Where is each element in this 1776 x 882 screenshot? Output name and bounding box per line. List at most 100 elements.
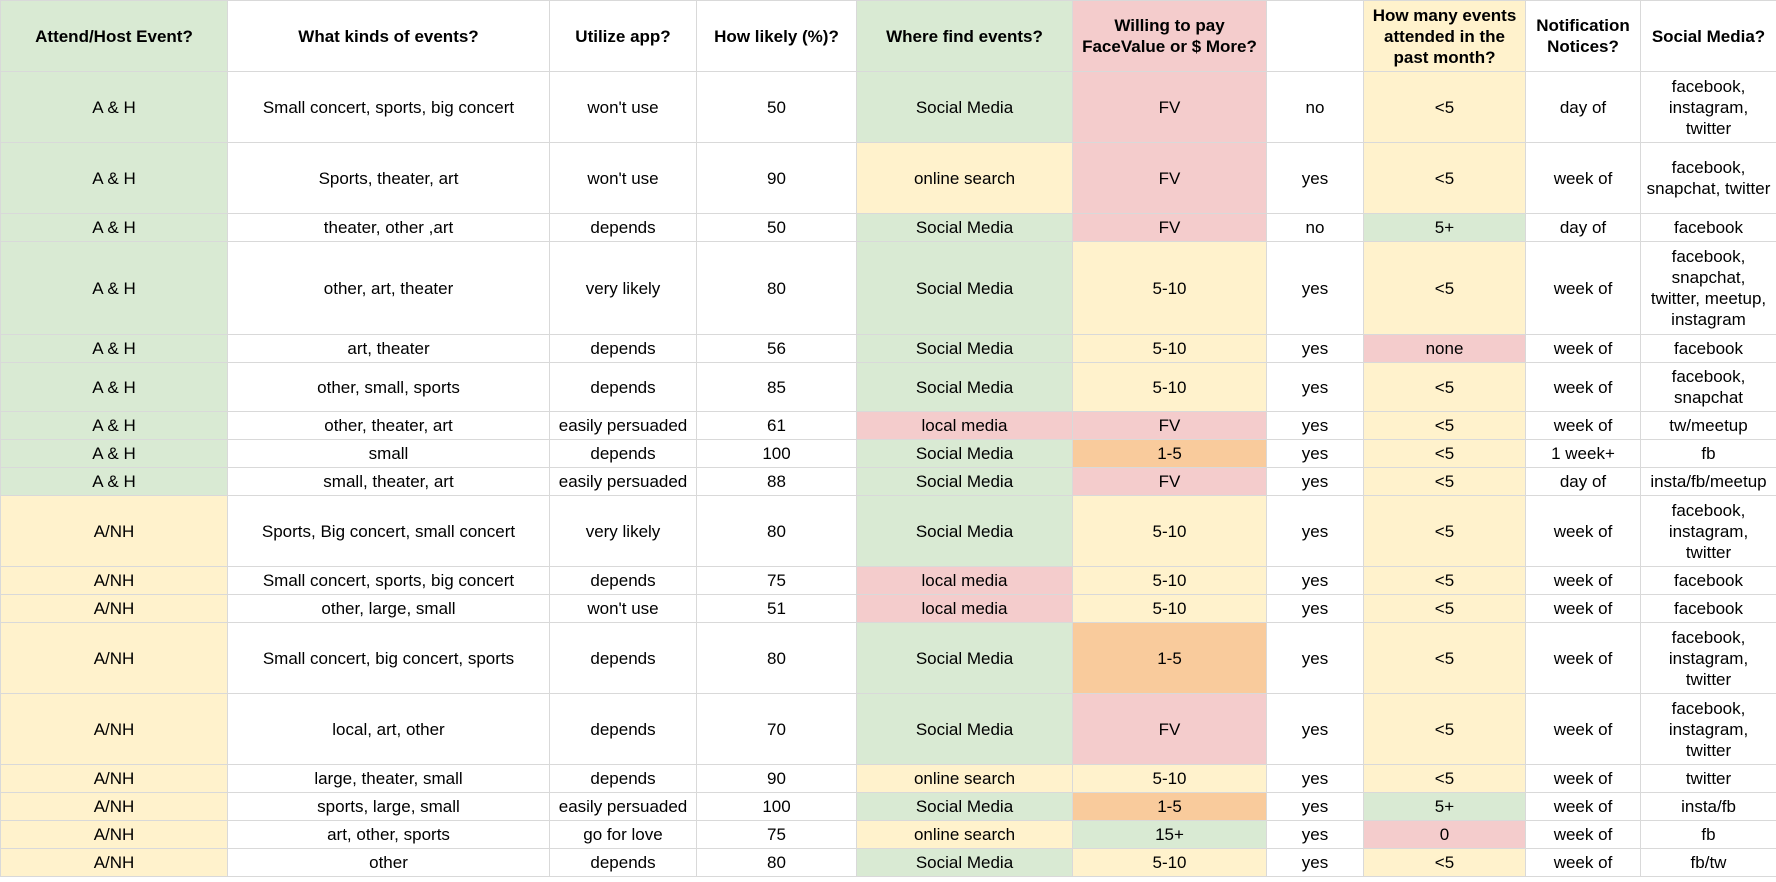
utilize-app-cell[interactable]: easily persuaded — [549, 467, 697, 496]
attend-host-cell[interactable]: A/NH — [0, 792, 228, 821]
events-attended-cell[interactable]: <5 — [1363, 362, 1526, 412]
response-cell[interactable]: yes — [1266, 411, 1364, 440]
response-cell[interactable]: no — [1266, 71, 1364, 143]
event-kinds-cell[interactable]: art, other, sports — [227, 820, 550, 849]
attend-host-cell[interactable]: A/NH — [0, 848, 228, 877]
response-cell[interactable]: yes — [1266, 764, 1364, 793]
utilize-app-cell[interactable]: very likely — [549, 241, 697, 335]
where-find-cell[interactable]: local media — [856, 566, 1073, 595]
where-find-cell[interactable]: local media — [856, 594, 1073, 623]
response-cell[interactable]: no — [1266, 213, 1364, 242]
attend-host-cell[interactable]: A & H — [0, 467, 228, 496]
attend-host-cell[interactable]: A/NH — [0, 820, 228, 849]
attend-host-cell[interactable]: A & H — [0, 439, 228, 468]
how-likely-cell[interactable]: 56 — [696, 334, 857, 363]
event-kinds-cell[interactable]: other, art, theater — [227, 241, 550, 335]
attend-host-cell[interactable]: A/NH — [0, 495, 228, 567]
willing-to-pay-cell[interactable]: FV — [1072, 467, 1267, 496]
how-likely-cell[interactable]: 85 — [696, 362, 857, 412]
attend-host-cell[interactable]: A & H — [0, 241, 228, 335]
willing-to-pay-cell[interactable]: 5-10 — [1072, 495, 1267, 567]
how-likely-cell[interactable]: 75 — [696, 566, 857, 595]
willing-to-pay-cell[interactable]: 1-5 — [1072, 792, 1267, 821]
response-cell[interactable]: yes — [1266, 467, 1364, 496]
event-kinds-cell[interactable]: large, theater, small — [227, 764, 550, 793]
events-attended-cell[interactable]: <5 — [1363, 142, 1526, 214]
response-cell[interactable]: yes — [1266, 566, 1364, 595]
event-kinds-cell[interactable]: Small concert, sports, big concert — [227, 566, 550, 595]
notification-cell[interactable]: 1 week+ — [1525, 439, 1641, 468]
response-cell[interactable]: yes — [1266, 792, 1364, 821]
social-media-cell[interactable]: facebook — [1640, 566, 1776, 595]
events-attended-cell[interactable]: <5 — [1363, 71, 1526, 143]
event-kinds-cell[interactable]: Small concert, sports, big concert — [227, 71, 550, 143]
where-find-cell[interactable]: Social Media — [856, 71, 1073, 143]
how-likely-cell[interactable]: 70 — [696, 693, 857, 765]
how-likely-cell[interactable]: 80 — [696, 622, 857, 694]
event-kinds-cell[interactable]: other, theater, art — [227, 411, 550, 440]
attend-host-cell[interactable]: A & H — [0, 334, 228, 363]
attend-host-cell[interactable]: A & H — [0, 411, 228, 440]
social-media-cell[interactable]: insta/fb — [1640, 792, 1776, 821]
social-media-cell[interactable]: tw/meetup — [1640, 411, 1776, 440]
event-kinds-cell[interactable]: sports, large, small — [227, 792, 550, 821]
social-media-cell[interactable]: facebook, snapchat, twitter — [1640, 142, 1776, 214]
social-media-cell[interactable]: facebook, instagram, twitter — [1640, 495, 1776, 567]
header-willing-to-pay[interactable]: Willing to pay FaceValue or $ More? — [1072, 0, 1267, 72]
events-attended-cell[interactable]: <5 — [1363, 467, 1526, 496]
attend-host-cell[interactable]: A & H — [0, 71, 228, 143]
events-attended-cell[interactable]: <5 — [1363, 848, 1526, 877]
event-kinds-cell[interactable]: small — [227, 439, 550, 468]
where-find-cell[interactable]: Social Media — [856, 495, 1073, 567]
where-find-cell[interactable]: local media — [856, 411, 1073, 440]
event-kinds-cell[interactable]: other, large, small — [227, 594, 550, 623]
attend-host-cell[interactable]: A/NH — [0, 622, 228, 694]
events-attended-cell[interactable]: 5+ — [1363, 792, 1526, 821]
how-likely-cell[interactable]: 50 — [696, 71, 857, 143]
header-utilize-app[interactable]: Utilize app? — [549, 0, 697, 72]
how-likely-cell[interactable]: 80 — [696, 848, 857, 877]
where-find-cell[interactable]: Social Media — [856, 213, 1073, 242]
response-cell[interactable]: yes — [1266, 820, 1364, 849]
how-likely-cell[interactable]: 80 — [696, 241, 857, 335]
event-kinds-cell[interactable]: other — [227, 848, 550, 877]
notification-cell[interactable]: week of — [1525, 764, 1641, 793]
willing-to-pay-cell[interactable]: 1-5 — [1072, 439, 1267, 468]
social-media-cell[interactable]: fb/tw — [1640, 848, 1776, 877]
where-find-cell[interactable]: Social Media — [856, 848, 1073, 877]
utilize-app-cell[interactable]: won't use — [549, 71, 697, 143]
notification-cell[interactable]: week of — [1525, 594, 1641, 623]
how-likely-cell[interactable]: 61 — [696, 411, 857, 440]
events-attended-cell[interactable]: 0 — [1363, 820, 1526, 849]
where-find-cell[interactable]: Social Media — [856, 792, 1073, 821]
notification-cell[interactable]: week of — [1525, 495, 1641, 567]
willing-to-pay-cell[interactable]: 5-10 — [1072, 334, 1267, 363]
events-attended-cell[interactable]: <5 — [1363, 594, 1526, 623]
notification-cell[interactable]: week of — [1525, 566, 1641, 595]
response-cell[interactable]: yes — [1266, 362, 1364, 412]
response-cell[interactable]: yes — [1266, 848, 1364, 877]
where-find-cell[interactable]: Social Media — [856, 439, 1073, 468]
header-blank[interactable] — [1266, 0, 1364, 72]
response-cell[interactable]: yes — [1266, 439, 1364, 468]
where-find-cell[interactable]: online search — [856, 764, 1073, 793]
utilize-app-cell[interactable]: won't use — [549, 142, 697, 214]
attend-host-cell[interactable]: A & H — [0, 142, 228, 214]
notification-cell[interactable]: week of — [1525, 820, 1641, 849]
utilize-app-cell[interactable]: depends — [549, 566, 697, 595]
social-media-cell[interactable]: facebook — [1640, 334, 1776, 363]
event-kinds-cell[interactable]: other, small, sports — [227, 362, 550, 412]
willing-to-pay-cell[interactable]: FV — [1072, 71, 1267, 143]
willing-to-pay-cell[interactable]: FV — [1072, 213, 1267, 242]
willing-to-pay-cell[interactable]: 5-10 — [1072, 362, 1267, 412]
social-media-cell[interactable]: fb — [1640, 820, 1776, 849]
utilize-app-cell[interactable]: easily persuaded — [549, 411, 697, 440]
notification-cell[interactable]: week of — [1525, 334, 1641, 363]
notification-cell[interactable]: week of — [1525, 622, 1641, 694]
header-where-find[interactable]: Where find events? — [856, 0, 1073, 72]
utilize-app-cell[interactable]: depends — [549, 334, 697, 363]
header-notification[interactable]: Notification Notices? — [1525, 0, 1641, 72]
utilize-app-cell[interactable]: depends — [549, 439, 697, 468]
utilize-app-cell[interactable]: won't use — [549, 594, 697, 623]
events-attended-cell[interactable]: <5 — [1363, 764, 1526, 793]
